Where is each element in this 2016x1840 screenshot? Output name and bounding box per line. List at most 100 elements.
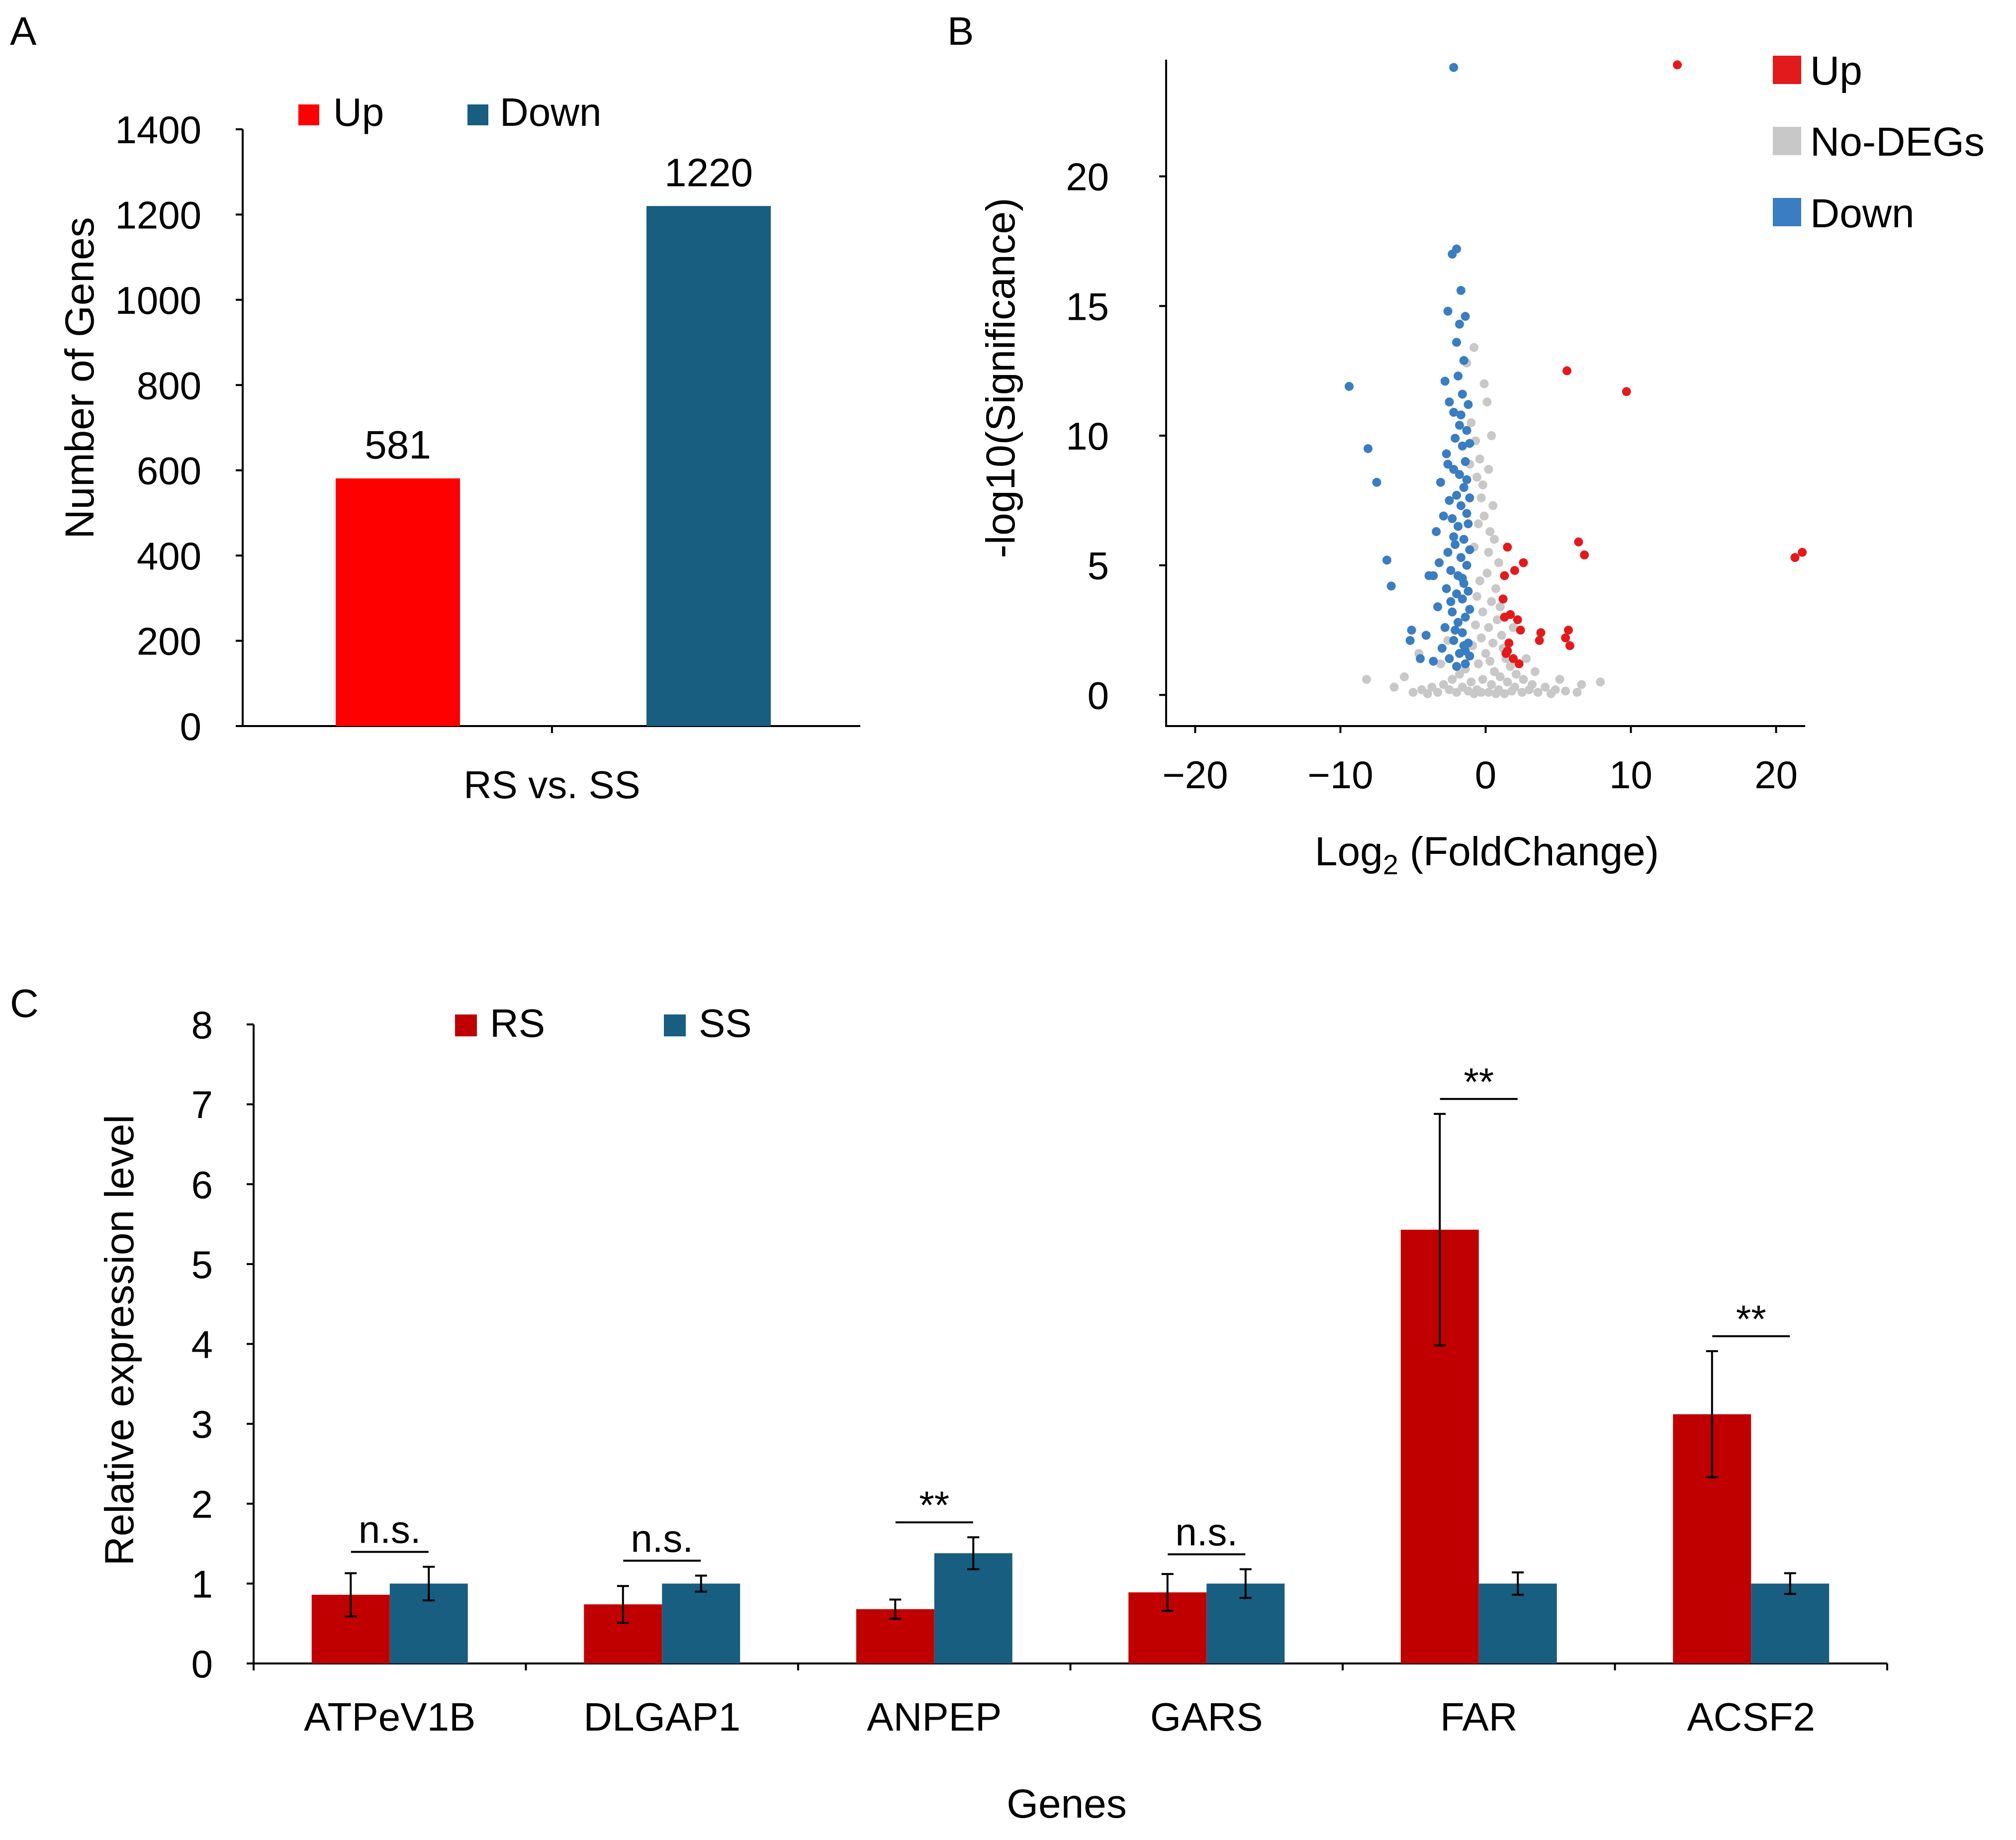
point-down (1436, 477, 1445, 487)
significance-label: ** (919, 1483, 949, 1527)
point-no-degs (1448, 675, 1457, 684)
point-down (1458, 389, 1467, 399)
point-down (1459, 483, 1468, 492)
point-down (1443, 306, 1453, 316)
panel-c-x-axis-title: Genes (1007, 1781, 1127, 1827)
point-down (1344, 381, 1354, 391)
point-no-degs (1507, 686, 1517, 696)
point-down (1449, 464, 1459, 474)
point-up (1673, 60, 1682, 70)
point-no-degs (1475, 454, 1484, 463)
point-down (1443, 460, 1453, 469)
point-no-degs (1487, 431, 1496, 441)
point-no-degs (1555, 675, 1564, 684)
point-no-degs (1506, 662, 1515, 671)
legend-label-ss: SS (699, 1001, 752, 1045)
point-down (1451, 434, 1460, 443)
legend-label-rs: RS (490, 1001, 545, 1045)
bar-ss (662, 1583, 740, 1663)
point-down (1432, 527, 1441, 536)
point-down (1440, 623, 1450, 632)
y-tick-label: 5 (1088, 544, 1109, 588)
point-up (1503, 543, 1512, 552)
point-down (1455, 470, 1464, 479)
point-no-degs (1478, 480, 1487, 490)
y-tick-label: 5 (191, 1243, 213, 1287)
point-down (1456, 553, 1466, 562)
point-no-degs (1484, 623, 1493, 632)
point-down (1440, 376, 1450, 386)
point-up (1519, 558, 1528, 567)
point-down (1448, 607, 1457, 617)
legend-label-up: Up (333, 90, 384, 134)
legend-swatch-rs (455, 1014, 477, 1036)
point-down (1448, 514, 1457, 523)
bar-up (336, 478, 460, 726)
point-down (1439, 511, 1448, 521)
point-no-degs (1491, 584, 1500, 593)
point-no-degs (1469, 343, 1479, 352)
point-up (1503, 646, 1512, 655)
point-down (1456, 286, 1466, 295)
point-down (1454, 371, 1463, 381)
point-down (1452, 338, 1462, 347)
point-no-degs (1511, 669, 1521, 679)
y-tick-label: 0 (180, 705, 201, 748)
point-down (1446, 597, 1456, 606)
point-down (1442, 449, 1451, 459)
point-down (1437, 644, 1447, 653)
point-down (1448, 250, 1457, 259)
point-no-degs (1423, 689, 1432, 698)
point-down (1454, 522, 1463, 531)
point-up (1504, 639, 1514, 648)
x-category-label: FAR (1440, 1695, 1518, 1739)
point-no-degs (1485, 527, 1495, 536)
point-down (1445, 654, 1454, 663)
point-no-degs (1481, 649, 1490, 658)
point-down (1454, 618, 1463, 627)
point-down (1451, 626, 1460, 635)
legend-swatch-down (467, 104, 488, 125)
point-down (1449, 636, 1459, 645)
point-down (1452, 490, 1462, 500)
point-down (1435, 558, 1444, 567)
point-down (1461, 312, 1470, 321)
point-down (1458, 628, 1467, 638)
point-no-degs (1469, 689, 1479, 698)
point-up (1514, 659, 1524, 668)
point-no-degs (1546, 689, 1556, 698)
point-no-degs (1497, 631, 1506, 640)
panel-a-bars: 581 1220 (336, 150, 771, 727)
point-up (1536, 628, 1546, 638)
point-no-degs (1478, 675, 1487, 684)
point-down (1445, 397, 1454, 407)
point-no-degs (1436, 659, 1445, 668)
point-up (1798, 548, 1807, 557)
point-down (1452, 662, 1462, 671)
point-no-degs (1389, 682, 1399, 692)
point-no-degs (1530, 667, 1540, 676)
panel-label-a: A (10, 9, 37, 53)
point-no-degs (1479, 379, 1489, 388)
x-tick-label: −20 (1162, 753, 1228, 797)
point-no-degs (1471, 620, 1480, 630)
point-up (1563, 626, 1573, 635)
point-up (1508, 654, 1518, 663)
point-no-degs (1408, 688, 1418, 697)
point-no-degs (1572, 688, 1582, 697)
point-no-degs (1495, 602, 1505, 612)
point-no-degs (1596, 677, 1605, 687)
point-up (1510, 566, 1519, 575)
point-no-degs (1490, 667, 1499, 676)
y-tick-label: 6 (191, 1163, 213, 1206)
legend-swatch-down (1773, 198, 1801, 226)
point-no-degs (1487, 680, 1496, 689)
point-down (1449, 532, 1459, 542)
point-no-degs (1503, 677, 1512, 687)
point-down (1451, 540, 1460, 550)
panel-b-y-axis-title: -log10(Significance) (978, 198, 1023, 558)
point-no-degs (1561, 686, 1570, 696)
point-no-degs (1522, 654, 1531, 663)
significance-label: ** (1464, 1060, 1494, 1104)
